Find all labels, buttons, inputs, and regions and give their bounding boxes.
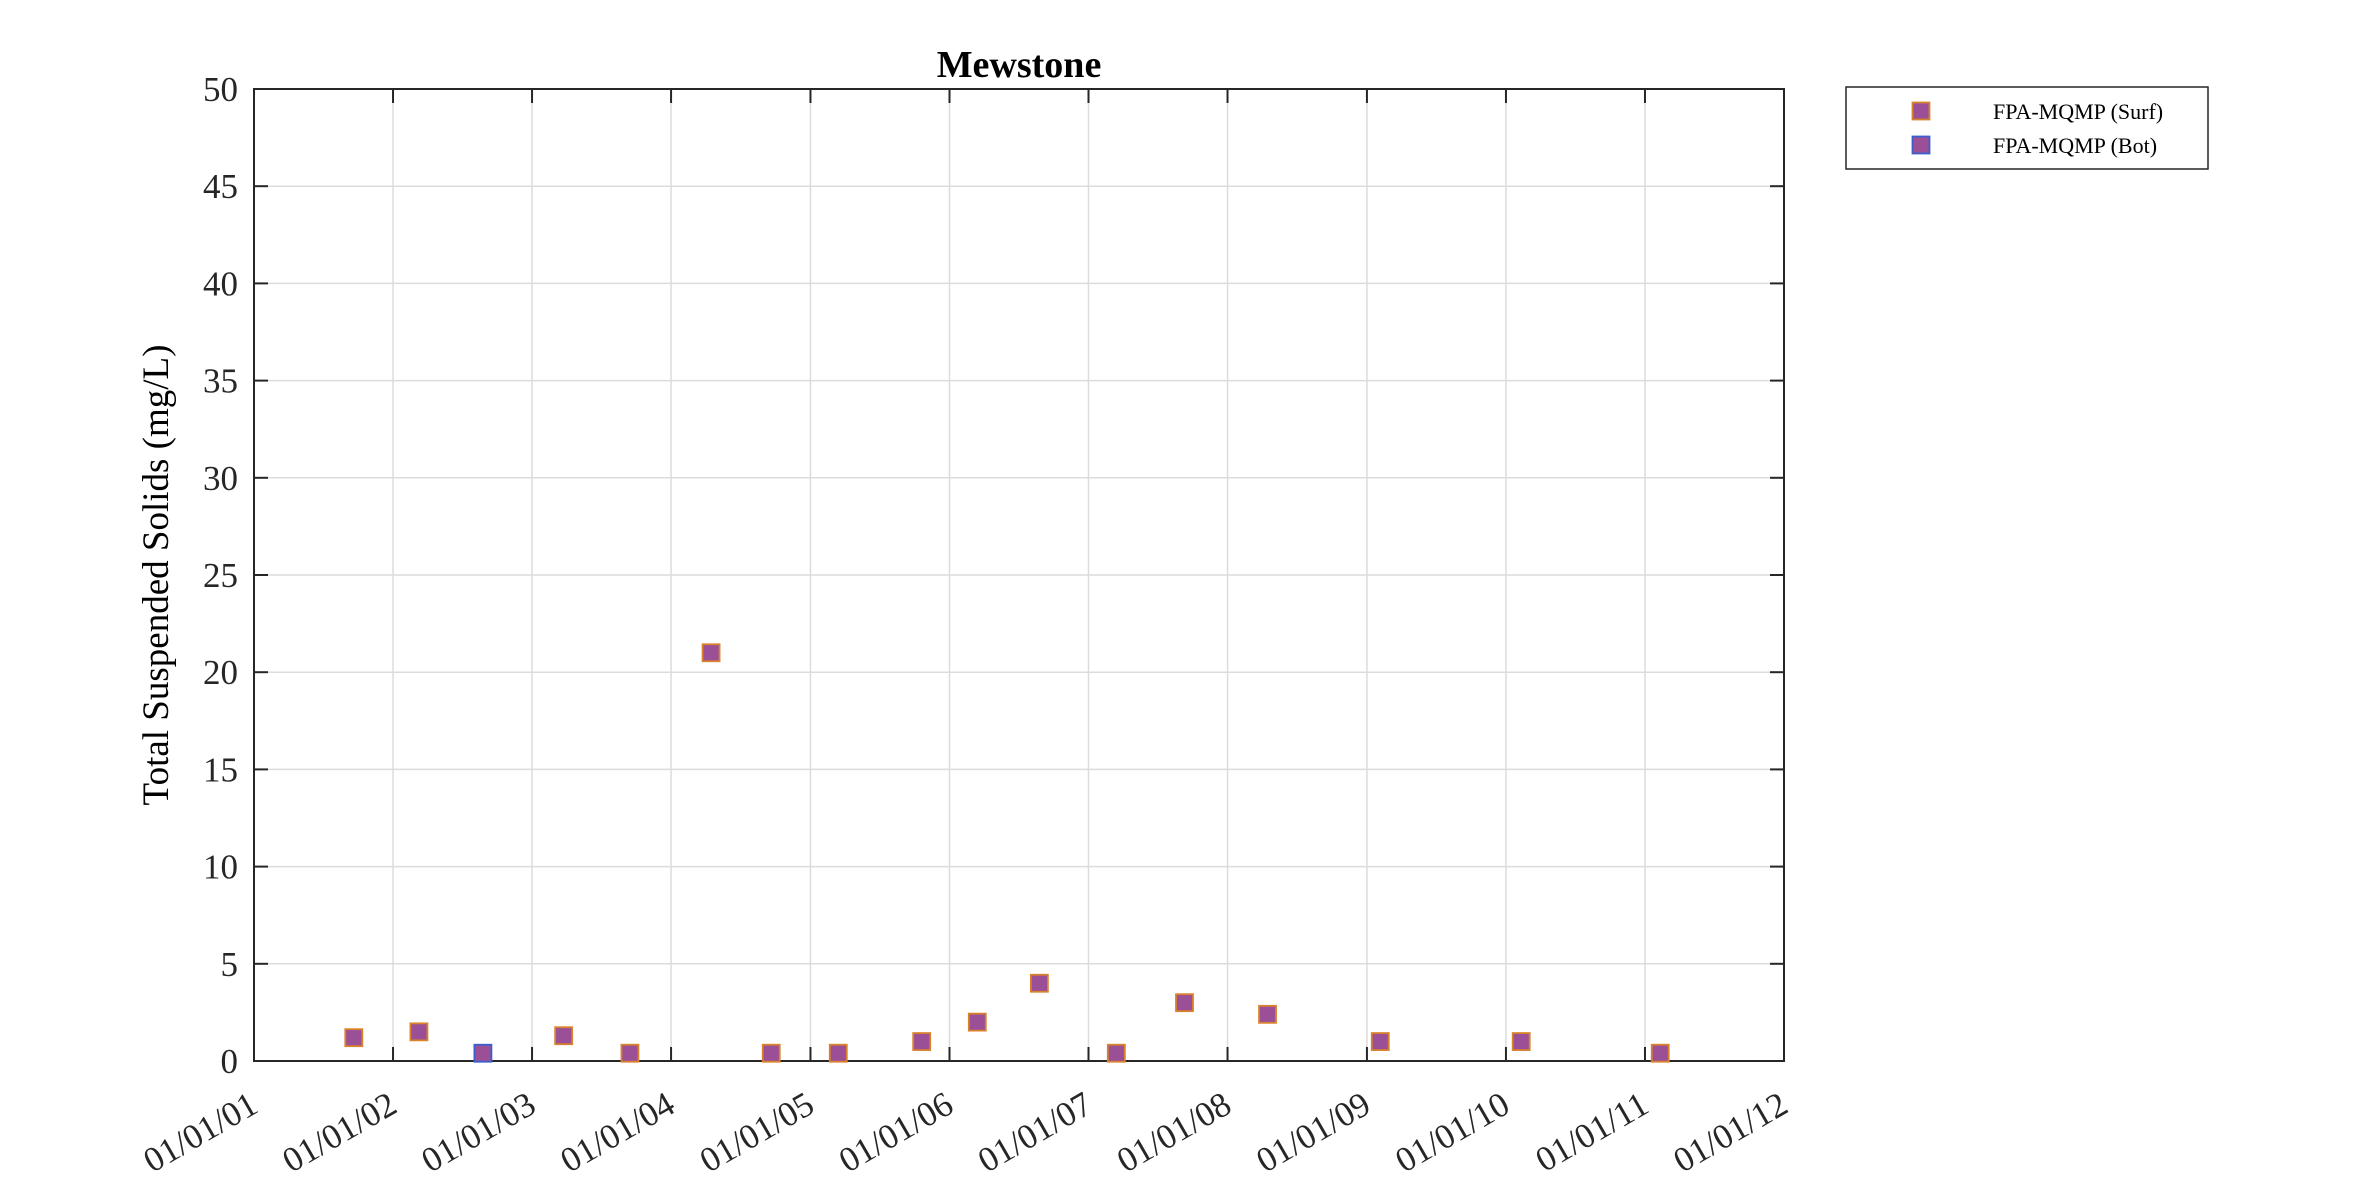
legend: FPA-MQMP (Surf) FPA-MQMP (Bot) [1845, 86, 2209, 170]
y-tick-label: 35 [203, 362, 238, 401]
y-tick-labels: 0 5 10 15 20 25 30 35 40 45 50 [203, 70, 238, 1081]
data-point [554, 1026, 574, 1046]
chart-title: Mewstone [937, 44, 1102, 86]
data-point [409, 1022, 429, 1042]
data-point [701, 643, 721, 663]
data-point [1370, 1032, 1390, 1051]
legend-label: FPA-MQMP (Bot) [1993, 133, 2157, 158]
y-tick-label: 40 [203, 264, 238, 303]
data-point [1650, 1043, 1670, 1063]
data-point [473, 1043, 493, 1063]
data-markers [344, 643, 1670, 1063]
axis-ticks [253, 88, 1785, 1062]
legend-marker [1911, 135, 1931, 155]
data-point [620, 1043, 640, 1063]
legend-marker [1911, 101, 1931, 121]
y-axis-label: Total Suspended Solids (mg/L) [136, 345, 177, 806]
legend-box [1845, 86, 2209, 170]
legend-entry: FPA-MQMP (Bot) [1911, 133, 2157, 158]
legend-entry: FPA-MQMP (Surf) [1911, 99, 2163, 124]
data-point [1511, 1032, 1531, 1051]
data-point [1258, 1004, 1277, 1024]
data-point [761, 1043, 781, 1063]
legend-label: FPA-MQMP (Surf) [1993, 99, 2163, 124]
y-tick-label: 5 [221, 945, 239, 984]
series-surf [344, 643, 1670, 1063]
y-tick-label: 25 [203, 556, 238, 595]
y-tick-label: 15 [203, 750, 238, 789]
y-tick-label: 30 [203, 459, 238, 498]
y-tick-label: 10 [203, 848, 238, 887]
data-point [1175, 993, 1194, 1013]
data-point [344, 1028, 364, 1048]
data-point [1106, 1043, 1126, 1063]
y-tick-label: 50 [203, 70, 238, 109]
y-tick-label: 0 [221, 1042, 239, 1081]
data-point [828, 1043, 848, 1063]
data-point [1029, 973, 1049, 993]
data-point [967, 1012, 987, 1032]
series-bot [473, 1043, 493, 1063]
y-tick-label: 20 [203, 653, 238, 692]
legend-entries: FPA-MQMP (Surf) FPA-MQMP (Bot) [1911, 99, 2163, 158]
y-tick-label: 45 [203, 167, 238, 206]
data-point [912, 1032, 932, 1051]
